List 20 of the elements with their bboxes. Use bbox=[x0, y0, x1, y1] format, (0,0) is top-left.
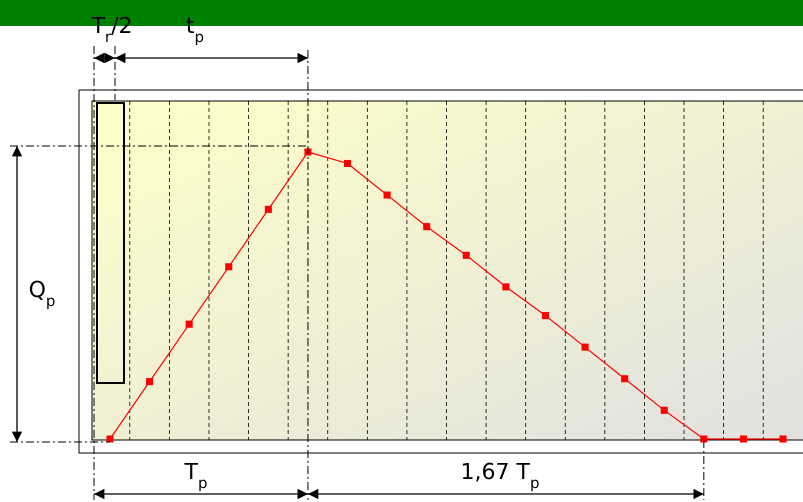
text: T$_{p}$ bbox=[184, 460, 208, 492]
text: 1,67 T$_{p}$ bbox=[460, 460, 540, 492]
point bbox=[582, 344, 589, 351]
point bbox=[542, 312, 550, 320]
point bbox=[462, 252, 470, 259]
point bbox=[264, 206, 272, 213]
point bbox=[700, 435, 708, 443]
point bbox=[146, 378, 154, 386]
point bbox=[344, 160, 352, 168]
point bbox=[384, 192, 391, 199]
point bbox=[186, 320, 193, 328]
point bbox=[779, 435, 787, 443]
point bbox=[621, 375, 628, 382]
point bbox=[740, 435, 747, 443]
point bbox=[660, 406, 668, 414]
text: Q$_{p}$ bbox=[28, 278, 56, 310]
point bbox=[225, 263, 232, 270]
point bbox=[423, 223, 430, 230]
point bbox=[106, 435, 114, 443]
point bbox=[502, 283, 510, 290]
